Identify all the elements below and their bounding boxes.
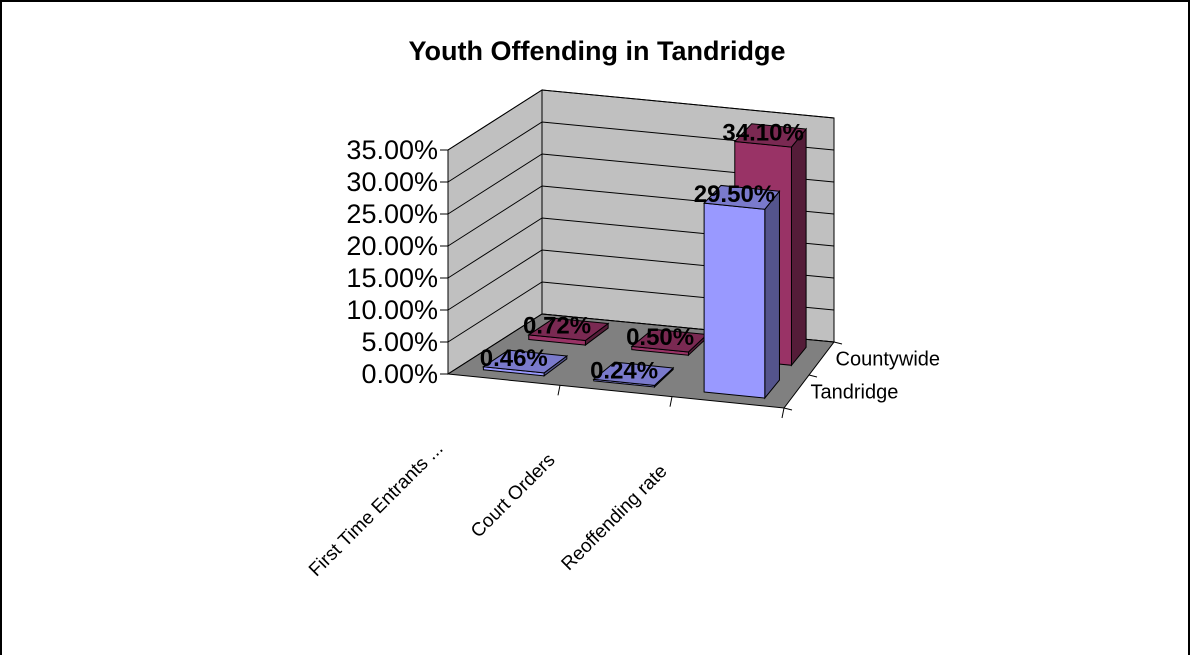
data-label: 34.10%	[722, 119, 803, 146]
x-tick-label: Reoffending rate	[558, 461, 672, 575]
bar-top	[703, 184, 781, 210]
bar-side	[764, 189, 780, 400]
x-tick-mark	[781, 407, 785, 419]
data-label: 0.46%	[480, 345, 548, 372]
y-tick-label: 0.00%	[361, 359, 438, 389]
y-tick-label: 30.00%	[346, 167, 438, 197]
x-tick-mark	[557, 385, 561, 396]
chart-title: Youth Offending in Tandridge	[408, 36, 786, 66]
x-tick-mark	[669, 396, 673, 407]
bar	[703, 202, 766, 399]
bar-top	[527, 317, 610, 341]
y-tick-label: 10.00%	[346, 295, 438, 325]
bar-top	[592, 361, 675, 386]
y-tick-label: 15.00%	[346, 263, 438, 293]
data-label: 0.24%	[590, 357, 658, 384]
series-axis-label: Countywide	[836, 349, 941, 371]
y-tick-label: 35.00%	[346, 135, 438, 165]
y-tick-label: 25.00%	[346, 199, 438, 229]
x-tick-label: First Time Entrants ...	[305, 438, 448, 581]
bar-top	[481, 349, 569, 374]
y-tick-label: 20.00%	[346, 231, 438, 261]
x-tick-label: Court Orders	[467, 450, 559, 542]
z-tick-mark	[833, 341, 843, 345]
data-label: 29.50%	[694, 181, 775, 208]
bar-top	[733, 123, 808, 148]
gridline	[447, 89, 835, 151]
z-tick-mark	[808, 374, 818, 378]
data-label: 0.72%	[523, 313, 591, 340]
bar-side	[790, 127, 807, 367]
data-label: 0.50%	[626, 324, 694, 351]
z-tick-mark	[783, 407, 793, 411]
y-tick-label: 5.00%	[361, 327, 438, 357]
series-axis-label: Tandridge	[811, 382, 899, 404]
